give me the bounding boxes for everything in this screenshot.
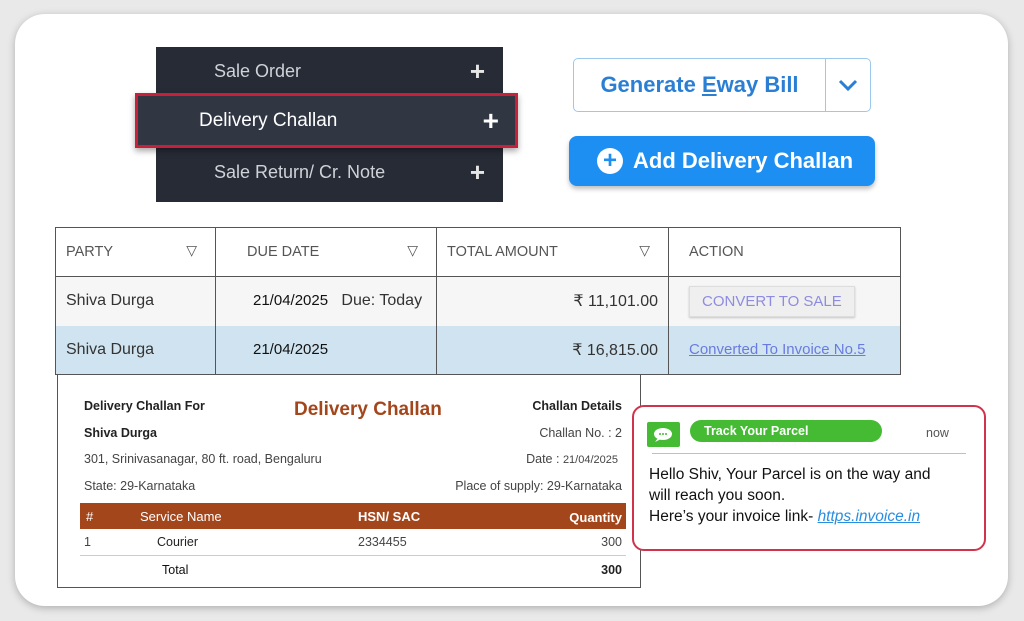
amount-cell: ₹ 16,815.00 xyxy=(436,325,669,375)
eway-text: way Bill xyxy=(716,72,799,97)
menu-item-delivery-challan[interactable]: Delivery Challan + xyxy=(135,93,518,148)
total-label: Total xyxy=(162,563,189,577)
generate-eway-bill-button[interactable]: Generate Eway Bill xyxy=(573,58,871,112)
challan-number: Challan No. : 2 xyxy=(539,426,622,440)
challan-place: Place of supply: 29-Karnataka xyxy=(455,479,622,493)
plus-icon[interactable]: + xyxy=(469,156,485,187)
plus-circle-icon: + xyxy=(597,148,623,174)
invoice-link[interactable]: https.invoice.in xyxy=(817,508,921,525)
challan-date: Date : 21/04/2025 xyxy=(526,452,618,466)
table-row[interactable]: Shiva Durga 21/04/2025 ₹ 16,815.00 Conve… xyxy=(55,325,901,375)
challan-state: State: 29-Karnataka xyxy=(84,479,196,493)
challan-title: Delivery Challan xyxy=(294,399,442,420)
amount-cell: ₹ 11,101.00 xyxy=(436,276,669,326)
menu-label: Sale Return/ Cr. Note xyxy=(214,161,386,182)
challan-party: Shiva Durga xyxy=(84,426,157,440)
action-cell: Converted To Invoice No.5 xyxy=(668,325,901,375)
col-action: ACTION xyxy=(668,227,901,277)
filter-icon[interactable]: ▽ xyxy=(639,242,650,258)
challan-for-label: Delivery Challan For xyxy=(84,399,205,413)
divider xyxy=(652,453,966,454)
action-cell: CONVERT TO SALE xyxy=(668,276,901,326)
notification-time: now xyxy=(926,426,949,440)
challan-preview: Delivery Challan For Shiva Durga 301, Sr… xyxy=(57,374,641,588)
challan-details-label: Challan Details xyxy=(532,399,622,413)
divider xyxy=(80,555,626,556)
add-delivery-challan-button[interactable]: + Add Delivery Challan xyxy=(569,136,875,186)
eway-label[interactable]: Generate Eway Bill xyxy=(574,59,826,111)
add-label: Add Delivery Challan xyxy=(633,148,854,173)
party-cell: Shiva Durga xyxy=(55,325,216,375)
plus-icon[interactable]: + xyxy=(469,55,485,86)
message-icon xyxy=(647,422,680,447)
convert-to-sale-button[interactable]: CONVERT TO SALE xyxy=(689,285,855,317)
converted-invoice-link[interactable]: Converted To Invoice No.5 xyxy=(689,340,866,358)
menu-item-sale-order[interactable]: Sale Order + xyxy=(156,47,503,95)
table-row[interactable]: Shiva Durga 21/04/2025 Due: Today ₹ 11,1… xyxy=(55,276,901,326)
table-header: PARTY ▽ DUE DATE ▽ TOTAL AMOUNT ▽ ACTION xyxy=(55,227,901,277)
chevron-down-icon[interactable] xyxy=(826,74,870,97)
menu-label: Delivery Challan xyxy=(199,109,338,131)
sms-notification: Track Your Parcel now Hello Shiv, Your P… xyxy=(632,405,986,551)
eway-text: Generate xyxy=(600,72,702,97)
challan-table: PARTY ▽ DUE DATE ▽ TOTAL AMOUNT ▽ ACTION Sh… xyxy=(55,227,901,375)
menu-item-sale-return[interactable]: Sale Return/ Cr. Note + xyxy=(156,148,503,196)
date-cell: 21/04/2025 xyxy=(215,325,437,375)
col-total-amount: TOTAL AMOUNT ▽ xyxy=(436,227,669,277)
items-header: # Service Name HSN/ SAC Quantity xyxy=(80,503,626,529)
party-cell: Shiva Durga xyxy=(55,276,216,326)
date-cell: 21/04/2025 Due: Today xyxy=(215,276,437,326)
notification-body: Hello Shiv, Your Parcel is on the way an… xyxy=(649,466,931,525)
filter-icon[interactable]: ▽ xyxy=(407,242,418,258)
track-parcel-badge: Track Your Parcel xyxy=(690,420,882,442)
plus-icon[interactable]: + xyxy=(482,104,499,136)
col-party: PARTY ▽ xyxy=(55,227,216,277)
menu-label: Sale Order xyxy=(214,60,302,81)
col-due-date: DUE DATE ▽ xyxy=(215,227,437,277)
challan-address: 301, Srinivasanagar, 80 ft. road, Bengal… xyxy=(84,452,322,466)
total-value: 300 xyxy=(601,563,622,577)
eway-text: E xyxy=(701,72,717,97)
due-label: Due: Today xyxy=(341,292,423,310)
filter-icon[interactable]: ▽ xyxy=(186,242,197,258)
